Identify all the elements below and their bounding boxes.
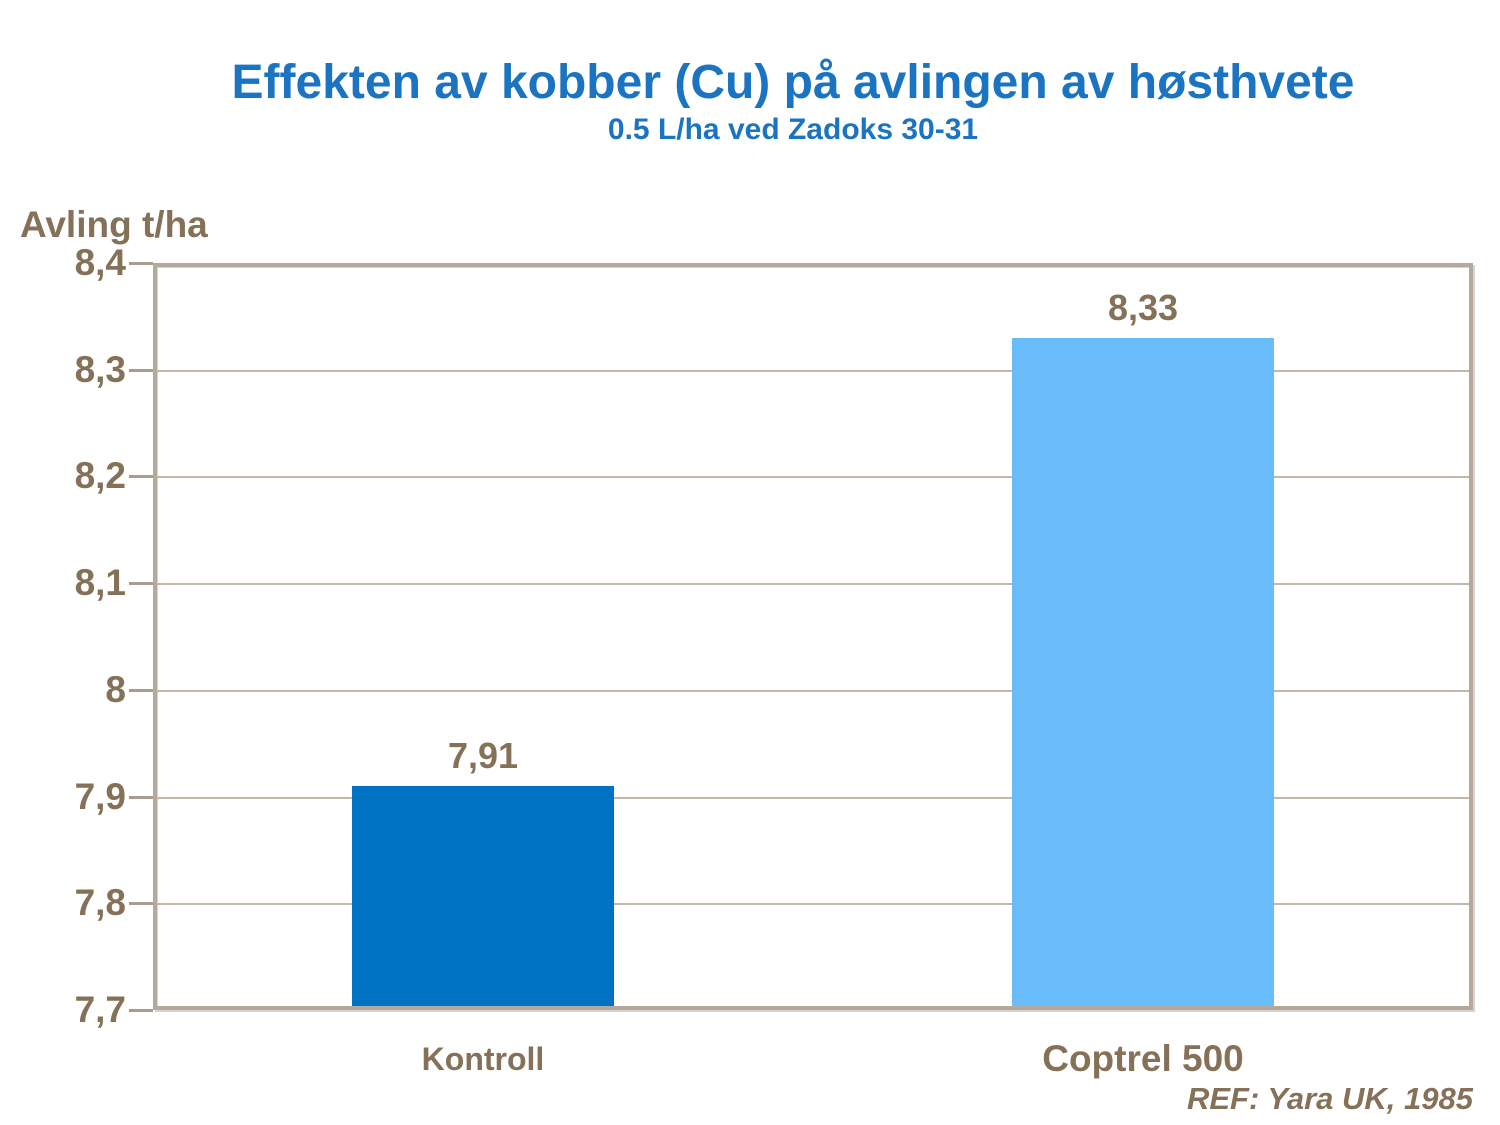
y-axis-tick bbox=[129, 475, 153, 479]
chart-title: Effekten av kobber (Cu) på avlingen av h… bbox=[231, 56, 1355, 109]
y-tick-label: 8,1 bbox=[74, 562, 126, 604]
y-tick-label: 8,4 bbox=[74, 242, 126, 283]
y-axis-tick bbox=[129, 688, 153, 692]
y-tick-label: 8,3 bbox=[74, 348, 126, 390]
y-tick-label: 8,2 bbox=[74, 455, 126, 497]
bar-coptrel-500 bbox=[1012, 337, 1274, 1006]
y-axis-tick bbox=[129, 795, 153, 799]
gridline bbox=[157, 583, 1469, 586]
x-category-label-kontroll: Kontroll bbox=[421, 1041, 545, 1077]
reference-note: REF: Yara UK, 1985 bbox=[1186, 1081, 1473, 1116]
gridline bbox=[157, 796, 1469, 799]
y-tick-label: 7,9 bbox=[74, 775, 126, 817]
y-axis-tick bbox=[129, 262, 153, 265]
y-tick-label: 7,7 bbox=[74, 989, 126, 1030]
bar-value-label: 7,91 bbox=[447, 734, 519, 776]
gridline bbox=[157, 689, 1469, 692]
y-tick-label: 8 bbox=[105, 668, 126, 710]
y-axis-title: Avling t/ha bbox=[20, 204, 208, 245]
gridline bbox=[157, 903, 1469, 906]
chart-subtitle: 0.5 L/ha ved Zadoks 30-31 bbox=[607, 113, 979, 146]
y-axis-tick bbox=[129, 902, 153, 906]
x-category-label-coptrel-500: Coptrel 500 bbox=[1042, 1038, 1244, 1079]
y-axis-tick bbox=[129, 582, 153, 586]
plot-area bbox=[153, 263, 1473, 1010]
y-tick-label: 7,8 bbox=[74, 882, 126, 924]
bar-value-label: 8,33 bbox=[1107, 286, 1179, 328]
bar-kontroll bbox=[352, 785, 614, 1006]
y-axis-tick bbox=[129, 1009, 153, 1012]
gridline bbox=[157, 369, 1469, 372]
y-axis-tick bbox=[129, 368, 153, 372]
gridline bbox=[157, 476, 1469, 479]
